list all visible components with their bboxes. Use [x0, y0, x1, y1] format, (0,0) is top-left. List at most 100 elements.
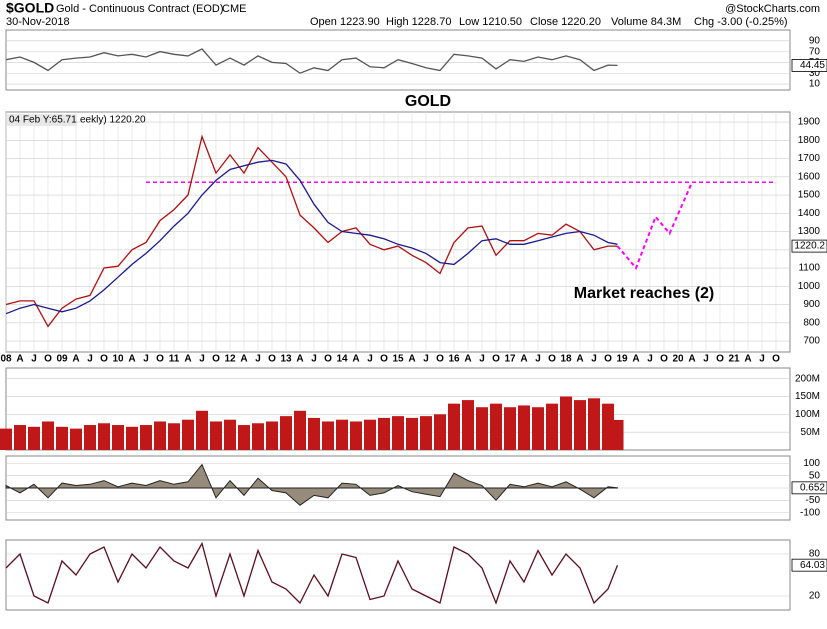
x-tick-label: J — [647, 354, 653, 365]
open: Open 1223.90 — [310, 16, 380, 28]
x-tick-label: O — [212, 354, 220, 365]
bar — [574, 400, 586, 450]
x-tick-label: J — [703, 354, 709, 365]
bar — [448, 403, 460, 450]
bar — [546, 403, 558, 450]
bar — [182, 419, 194, 450]
x-tick-label: A — [632, 354, 639, 365]
y-tick-label: 1600 — [798, 171, 821, 182]
bar — [406, 417, 418, 450]
last-value-label: 64.03 — [800, 560, 825, 571]
x-tick-label: A — [688, 354, 695, 365]
high: High 1228.70 — [386, 16, 451, 28]
bar — [238, 425, 250, 450]
bar — [378, 417, 390, 450]
y-tick-label: 800 — [803, 317, 820, 328]
x-tick-label: A — [520, 354, 527, 365]
bar — [308, 417, 320, 450]
x-tick-label: 17 — [504, 354, 516, 365]
bar — [112, 425, 124, 450]
bar — [84, 425, 96, 450]
bar — [434, 414, 446, 450]
y-tick-label: -50 — [806, 495, 821, 506]
y-tick-label: 1700 — [798, 153, 821, 164]
y-tick-label: 80 — [809, 549, 821, 560]
x-tick-label: J — [87, 354, 93, 365]
bar — [42, 421, 54, 450]
x-tick-label: O — [716, 354, 724, 365]
y-tick-label: -100 — [800, 507, 820, 518]
x-tick-label: O — [44, 354, 52, 365]
x-tick-label: 08 — [0, 354, 12, 365]
x-tick-label: A — [16, 354, 23, 365]
y-tick-label: 1100 — [798, 263, 820, 274]
y-tick-label: 100M — [795, 409, 820, 420]
x-tick-label: 11 — [169, 354, 180, 365]
x-tick-label: A — [576, 354, 583, 365]
legend-text: eekly) 1220.20 — [80, 115, 146, 126]
x-tick-label: J — [311, 354, 317, 365]
last-value-label: 0.652 — [800, 482, 825, 493]
y-tick-label: 20 — [809, 591, 821, 602]
x-tick-label: 10 — [112, 354, 124, 365]
line — [5, 48, 618, 74]
bar — [532, 407, 544, 450]
x-tick-label: 12 — [224, 354, 236, 365]
bar — [14, 425, 26, 450]
y-tick-label: 150M — [795, 391, 820, 402]
x-tick-label: A — [296, 354, 303, 365]
x-tick-label: O — [100, 354, 108, 365]
x-tick-label: O — [156, 354, 164, 365]
panel — [5, 29, 791, 91]
y-tick-label: 700 — [803, 336, 820, 347]
bar — [602, 403, 614, 450]
panel — [5, 539, 791, 611]
bar — [294, 410, 306, 450]
x-tick-label: J — [423, 354, 429, 365]
change: Chg -3.00 (-0.25%) — [694, 16, 788, 28]
y-tick-label: 30 — [809, 68, 821, 79]
x-tick-label: O — [324, 354, 332, 365]
x-tick-label: J — [367, 354, 373, 365]
bar — [392, 416, 404, 450]
volume: Volume 84.3M — [611, 16, 681, 28]
x-tick-label: O — [380, 354, 388, 365]
area — [5, 463, 619, 506]
y-tick-label: 10 — [809, 79, 821, 90]
y-tick-label: 1800 — [798, 135, 821, 146]
bar — [0, 428, 12, 450]
bar — [560, 396, 572, 450]
date: 30-Nov-2018 — [6, 16, 70, 28]
legend-text: 04 Feb Y:65.71 — [9, 115, 77, 126]
x-tick-label: O — [548, 354, 556, 365]
low: Low 1210.50 — [459, 16, 522, 28]
y-tick-label: 70 — [809, 46, 821, 57]
y-tick-label: 1500 — [798, 190, 821, 201]
x-tick-label: J — [199, 354, 205, 365]
bar — [364, 419, 376, 450]
x-tick-label: 09 — [56, 354, 68, 365]
x-tick-label: 19 — [616, 354, 628, 365]
y-tick-label: 50M — [801, 427, 820, 438]
bar — [154, 421, 166, 450]
x-tick-label: 16 — [448, 354, 460, 365]
line — [5, 541, 619, 605]
bar — [611, 419, 624, 450]
x-tick-label: A — [240, 354, 247, 365]
x-tick-label: 13 — [280, 354, 292, 365]
line — [5, 159, 618, 315]
annotation: Market reaches (2) — [574, 285, 715, 302]
y-tick-label: 100 — [803, 458, 820, 469]
last-value-label: 1220.2 — [794, 241, 825, 252]
x-tick-label: J — [143, 354, 149, 365]
chart-title: GOLD — [405, 93, 451, 110]
x-tick-label: O — [660, 354, 668, 365]
exchange: CME — [222, 3, 246, 15]
bar — [504, 407, 516, 450]
y-tick-label: 1300 — [798, 226, 821, 237]
bar — [98, 423, 110, 450]
bar — [126, 426, 138, 450]
bar — [266, 421, 278, 450]
y-tick-label: 90 — [809, 35, 821, 46]
